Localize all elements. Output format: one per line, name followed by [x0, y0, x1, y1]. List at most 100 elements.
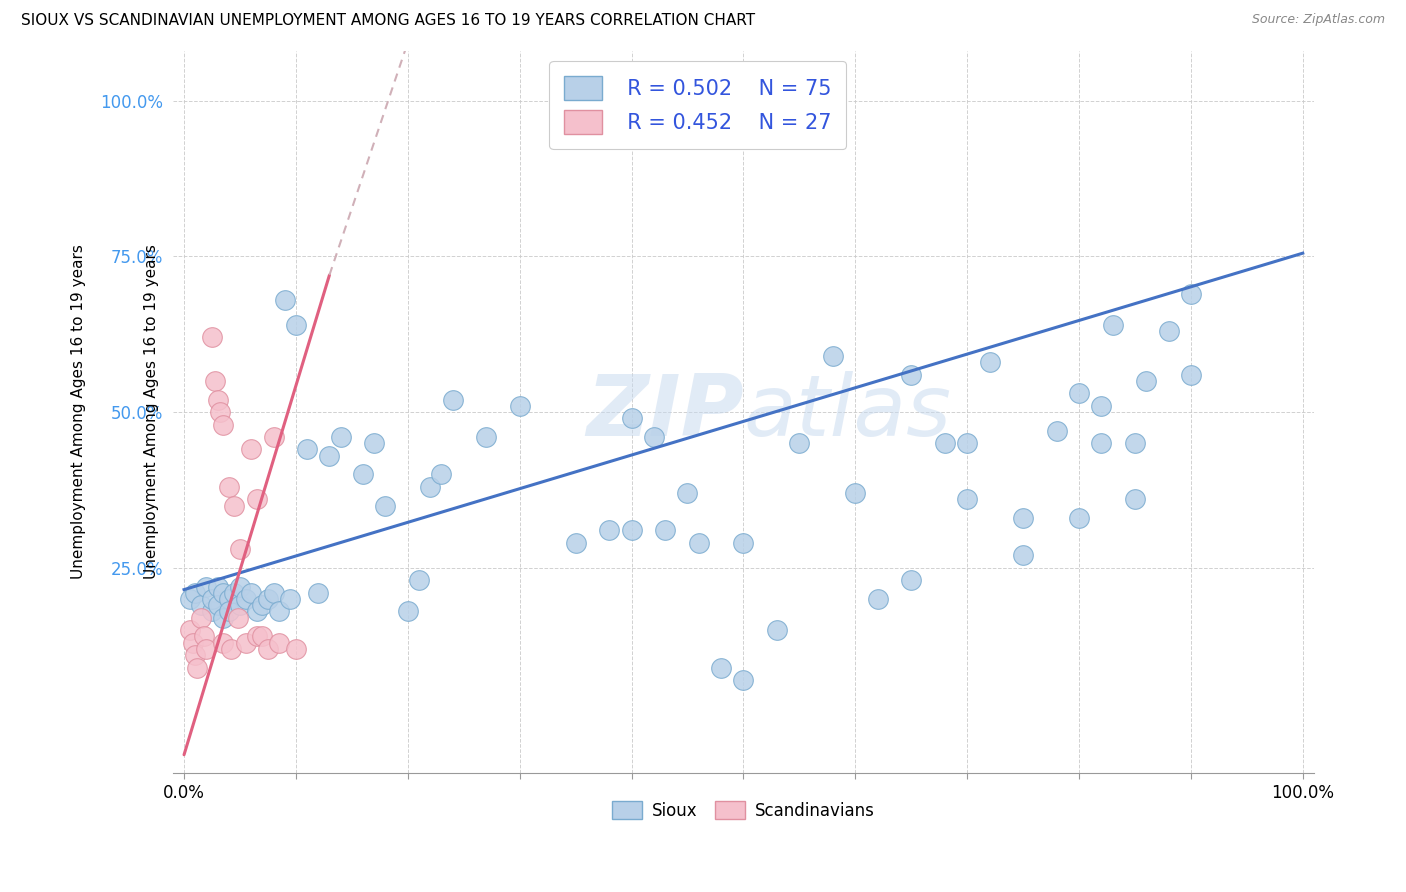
Point: [179, 591, 201, 606]
Point: [733, 536, 755, 550]
Point: [374, 499, 396, 513]
Point: [956, 492, 979, 507]
Point: [934, 436, 956, 450]
Point: [1180, 368, 1202, 382]
Point: [564, 536, 586, 550]
Point: [1012, 511, 1035, 525]
Point: [186, 660, 208, 674]
Point: [229, 542, 252, 557]
Point: [363, 436, 385, 450]
Point: [195, 641, 218, 656]
Point: [598, 524, 620, 538]
Point: [1090, 436, 1112, 450]
Point: [278, 591, 301, 606]
Point: [269, 635, 291, 649]
Point: [207, 580, 229, 594]
Point: [240, 442, 263, 457]
Point: [318, 449, 340, 463]
Point: [246, 604, 269, 618]
Point: [257, 641, 280, 656]
Point: [218, 591, 240, 606]
Point: [284, 641, 307, 656]
Y-axis label: Unemployment Among Ages 16 to 19 years: Unemployment Among Ages 16 to 19 years: [72, 244, 86, 580]
Point: [1101, 318, 1123, 332]
Point: [956, 436, 979, 450]
Point: [1157, 324, 1180, 338]
Point: [263, 586, 285, 600]
Point: [240, 586, 263, 600]
Point: [212, 586, 235, 600]
Point: [257, 591, 280, 606]
Point: [396, 604, 419, 618]
Point: [274, 293, 297, 307]
Point: [1067, 511, 1090, 525]
Point: [352, 467, 374, 482]
Point: [229, 598, 252, 612]
Point: [441, 392, 464, 407]
Text: atlas: atlas: [744, 370, 952, 453]
Point: [688, 536, 710, 550]
Point: [643, 430, 665, 444]
Point: [190, 610, 212, 624]
Point: [184, 648, 207, 662]
Point: [269, 604, 291, 618]
Point: [212, 417, 235, 432]
Point: [218, 604, 240, 618]
Point: [218, 480, 240, 494]
Point: [207, 392, 229, 407]
Point: [195, 580, 218, 594]
Point: [224, 499, 246, 513]
Point: [201, 604, 224, 618]
Point: [654, 524, 676, 538]
Y-axis label: Unemployment Among Ages 16 to 19 years: Unemployment Among Ages 16 to 19 years: [143, 244, 159, 580]
Point: [979, 355, 1001, 369]
Point: [866, 591, 889, 606]
Point: [181, 635, 204, 649]
Text: Source: ZipAtlas.com: Source: ZipAtlas.com: [1251, 13, 1385, 27]
Point: [1090, 399, 1112, 413]
Point: [1123, 436, 1146, 450]
Point: [733, 673, 755, 687]
Point: [295, 442, 318, 457]
Point: [226, 610, 249, 624]
Point: [307, 586, 329, 600]
Point: [252, 629, 274, 643]
Point: [207, 598, 229, 612]
Point: [1046, 424, 1069, 438]
Point: [204, 374, 226, 388]
Point: [246, 629, 269, 643]
Point: [329, 430, 352, 444]
Legend: Sioux, Scandinavians: Sioux, Scandinavians: [606, 795, 882, 827]
Point: [252, 598, 274, 612]
Point: [509, 399, 531, 413]
Point: [235, 591, 257, 606]
Text: ZIP: ZIP: [586, 370, 744, 453]
Point: [821, 349, 844, 363]
Point: [284, 318, 307, 332]
Point: [235, 635, 257, 649]
Point: [193, 629, 215, 643]
Point: [212, 635, 235, 649]
Point: [900, 368, 922, 382]
Point: [201, 330, 224, 344]
Point: [766, 623, 789, 637]
Point: [789, 436, 811, 450]
Point: [620, 524, 643, 538]
Point: [246, 492, 269, 507]
Point: [212, 610, 235, 624]
Point: [208, 405, 231, 419]
Point: [1180, 286, 1202, 301]
Point: [1067, 386, 1090, 401]
Point: [1012, 549, 1035, 563]
Point: [1123, 492, 1146, 507]
Text: SIOUX VS SCANDINAVIAN UNEMPLOYMENT AMONG AGES 16 TO 19 YEARS CORRELATION CHART: SIOUX VS SCANDINAVIAN UNEMPLOYMENT AMONG…: [21, 13, 755, 29]
Point: [430, 467, 453, 482]
Point: [844, 486, 866, 500]
Point: [710, 660, 733, 674]
Point: [179, 623, 201, 637]
Point: [201, 591, 224, 606]
Point: [676, 486, 699, 500]
Point: [184, 586, 207, 600]
Point: [219, 641, 242, 656]
Point: [229, 580, 252, 594]
